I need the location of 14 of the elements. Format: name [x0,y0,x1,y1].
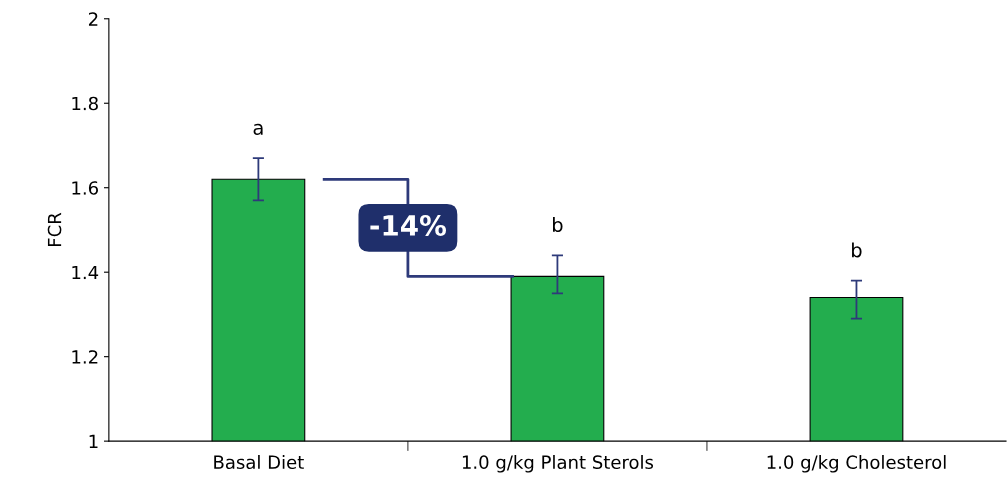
x-tick-label: 1.0 g/kg Plant Sterols [462,455,654,473]
y-tick-label: 1.8 [72,96,98,111]
y-tick-label: 1.6 [72,181,99,195]
x-tick-label: Basal Diet [214,455,304,470]
y-axis-title: FCR [47,212,62,246]
y-tick-label: 1.2 [72,350,98,364]
y-tick-label: 2 [88,12,98,26]
x-tick-label: 1.0 g/kg Cholesterol [767,455,946,473]
annotation: a [253,123,263,135]
y-tick-label: 1.4 [72,265,99,280]
annotation: -14% [370,214,447,236]
y-tick-label: 1 [89,434,98,448]
annotation: b [553,217,563,233]
annotation: b [852,242,862,258]
